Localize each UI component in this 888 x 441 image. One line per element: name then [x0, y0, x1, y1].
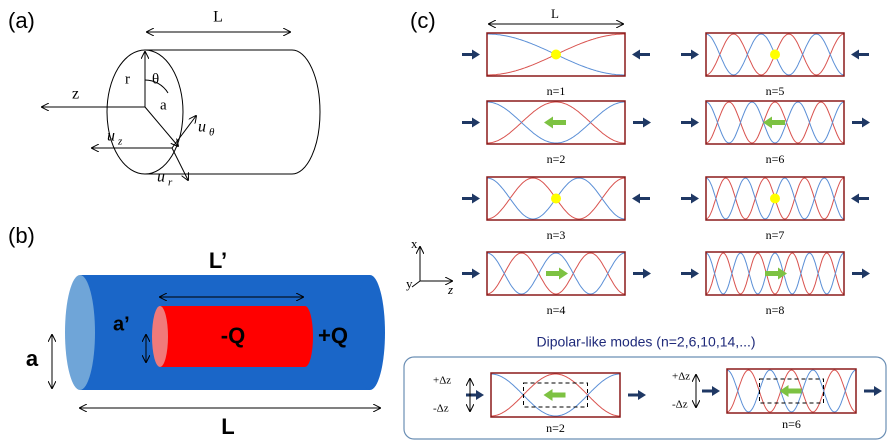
- panel-a: [42, 32, 320, 180]
- force-arrow-head: [862, 118, 870, 128]
- dipolar-title: Dipolar-like modes (n=2,6,10,14,...): [536, 334, 755, 350]
- force-arrow-head: [472, 50, 480, 60]
- panel-label: (c): [410, 8, 436, 33]
- node-arrow-head: [559, 268, 568, 280]
- outer-charge: +Q: [318, 323, 348, 348]
- length-label: L: [551, 6, 559, 21]
- mode-label: n=8: [766, 303, 785, 317]
- force-arrow-head: [472, 118, 480, 128]
- length-label: L: [213, 9, 223, 26]
- mode-label: n=2: [547, 152, 566, 166]
- angle-label: θ: [152, 71, 159, 87]
- force-arrow-head: [472, 194, 480, 204]
- mode-label: n=7: [766, 228, 785, 242]
- node-dot: [551, 50, 561, 60]
- inner-radius: a’: [113, 313, 130, 335]
- inner-length: L’: [209, 248, 227, 273]
- outer-length: L: [221, 414, 234, 439]
- axis-z: z: [447, 282, 453, 297]
- force-arrow-head: [643, 269, 651, 279]
- node-arrow-head: [544, 389, 553, 401]
- outer-cap: [355, 275, 385, 390]
- mode-label: n=2: [546, 421, 565, 435]
- force-arrow-head: [472, 269, 480, 279]
- mode-label: n=1: [547, 84, 566, 98]
- uz-label: u: [107, 128, 115, 145]
- axes: [412, 247, 452, 287]
- axis-x: x: [411, 236, 418, 251]
- shift-minus: -Δz: [672, 399, 688, 411]
- uz-sub: z: [117, 136, 123, 148]
- node-dot: [770, 194, 780, 204]
- force-arrow-head: [691, 118, 699, 128]
- mode-label: n=5: [766, 84, 785, 98]
- force-arrow-head: [638, 390, 646, 400]
- axis-label: z: [72, 86, 79, 103]
- a-label: a: [160, 97, 167, 113]
- mode-label: n=6: [766, 152, 785, 166]
- mode-label: n=3: [547, 228, 566, 242]
- force-arrow-head: [851, 194, 859, 204]
- ur-sub: r: [168, 177, 173, 189]
- force-arrow-head: [874, 386, 882, 396]
- outer-radius: a: [26, 346, 39, 371]
- force-arrow-head: [712, 386, 720, 396]
- utheta-label: u: [198, 119, 206, 136]
- force-arrow-head: [691, 269, 699, 279]
- force-arrow-head: [476, 390, 484, 400]
- axis-y: y: [406, 276, 413, 291]
- force-arrow-head: [643, 118, 651, 128]
- shift-minus: -Δz: [433, 403, 449, 415]
- radius-label: r: [125, 71, 130, 87]
- panel-label: (a): [8, 8, 35, 33]
- ur-label: u: [157, 169, 165, 186]
- inner-end: [152, 306, 168, 367]
- force-arrow-head: [862, 269, 870, 279]
- shift-plus: +Δz: [433, 375, 451, 387]
- mode-label: n=6: [782, 417, 801, 431]
- figure: (a) L r θ z a u z u θ u r (b) L’ a’ -Q +…: [0, 0, 888, 441]
- node-arrow-head: [544, 117, 553, 129]
- utheta-sub: θ: [209, 127, 215, 139]
- mode-label: n=4: [547, 303, 566, 317]
- force-arrow-head: [632, 194, 640, 204]
- panel-label: (b): [8, 223, 35, 248]
- node-arrow-head: [763, 117, 772, 129]
- force-arrow-head: [851, 50, 859, 60]
- force-arrow-head: [632, 50, 640, 60]
- force-arrow-head: [691, 50, 699, 60]
- inner-charge: -Q: [221, 323, 245, 348]
- node-arrow-head: [780, 385, 789, 397]
- node-dot: [770, 50, 780, 60]
- shift-plus: +Δz: [672, 371, 690, 383]
- inner-cap: [297, 306, 313, 367]
- node-dot: [551, 194, 561, 204]
- outer-end: [65, 275, 95, 390]
- force-arrow-head: [691, 194, 699, 204]
